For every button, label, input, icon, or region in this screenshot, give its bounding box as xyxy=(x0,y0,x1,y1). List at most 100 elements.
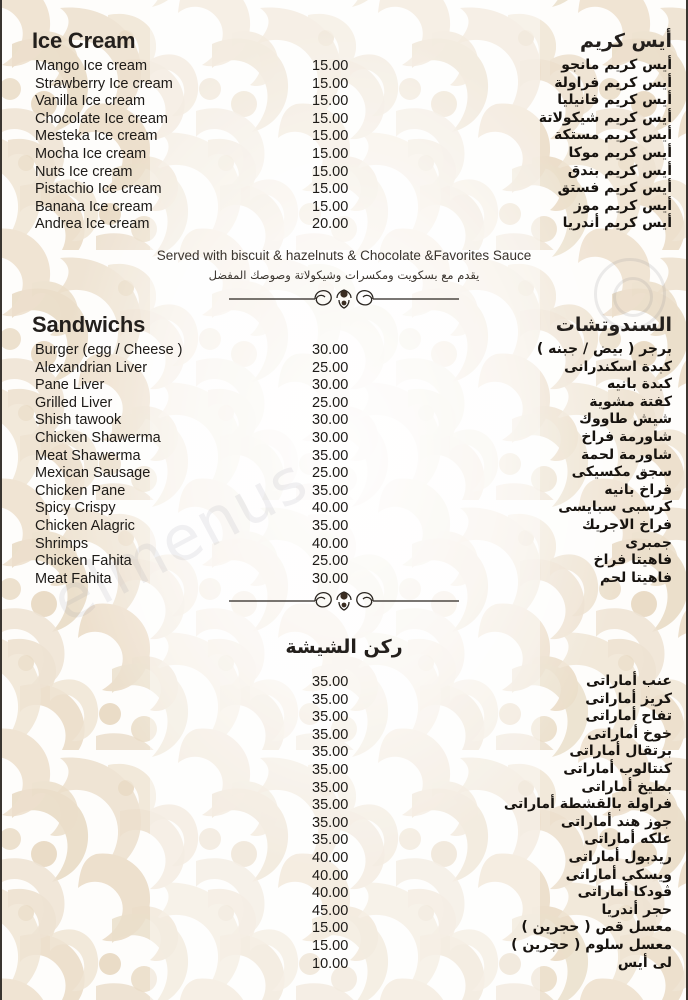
menu-item-row: Chicken Alagric 35.00 فراخ الاجريك xyxy=(2,516,686,536)
menu-item-row: 35.00 بطيخ أماراتى xyxy=(2,778,686,798)
menu-item-row: Mocha Ice cream 15.00 أيس كريم موكا xyxy=(2,145,686,164)
menu-item-price: 30.00 xyxy=(312,342,349,358)
menu-item-name-en: Grilled Liver xyxy=(35,394,113,411)
menu-item-name-ar: علكه أماراتى xyxy=(584,831,672,848)
menu-item-row: 35.00 فراولة بالقشطة أماراتى xyxy=(2,796,686,815)
menu-item-name-en: Mango Ice cream xyxy=(35,58,148,74)
menu-item-name-ar: كبدة بانيه xyxy=(606,376,672,393)
menu-item-name-ar: أيس كريم موز xyxy=(573,197,672,214)
menu-item-name-en: Burger (egg / Cheese ) xyxy=(35,342,183,358)
menu-item-name-ar: أيس كريم بندق xyxy=(567,162,672,179)
menu-item-name-en: Meat Shawerma xyxy=(35,447,141,464)
ornamental-divider-icon xyxy=(2,588,686,614)
menu-item-row: 35.00 كريز أماراتى xyxy=(2,691,686,710)
menu-item-row: Alexandrian Liver 25.00 كبدة اسكندرانى xyxy=(2,359,686,378)
menu-item-price: 40.00 xyxy=(312,535,349,552)
menu-item-price: 35.00 xyxy=(312,797,349,814)
menu-item-price: 15.00 xyxy=(312,145,349,162)
menu-item-name-ar: شيش طاووك xyxy=(579,411,672,428)
menu-item-name-en: Chocolate Ice cream xyxy=(35,110,168,127)
menu-item-row: Shish tawook 30.00 شيش طاووك xyxy=(2,411,686,430)
menu-item-name-ar: أيس كريم مانجو xyxy=(561,57,672,73)
menu-item-name-ar: أيس كريم فانيليا xyxy=(557,92,672,109)
menu-item-price: 40.00 xyxy=(312,867,349,884)
section-title-ar: ركن الشيشة xyxy=(285,636,403,658)
menu-item-name-en: Pistachio Ice cream xyxy=(35,181,162,198)
menu-item-name-en: Chicken Pane xyxy=(35,482,126,499)
menu-item-row: Mesteka Ice cream 15.00 أيس كريم مستكة xyxy=(2,127,686,146)
menu-item-price: 25.00 xyxy=(312,553,349,570)
menu-item-price: 15.00 xyxy=(312,181,349,198)
menu-item-name-ar: معسل قص ( حجرين ) xyxy=(521,919,672,936)
menu-item-price: 30.00 xyxy=(312,570,349,587)
menu-item-price: 25.00 xyxy=(312,465,349,482)
section-header-shisha: ركن الشيشة xyxy=(2,636,686,666)
menu-item-name-ar: برجر ( بيض / جبنه ) xyxy=(536,341,672,357)
section-title-en: Ice Cream xyxy=(32,28,136,53)
menu-item-price: 40.00 xyxy=(312,885,349,902)
menu-item-name-ar: فراخ الاجريك xyxy=(582,516,672,533)
item-list-sandwichs: Burger (egg / Cheese ) 30.00 برجر ( بيض / … xyxy=(2,341,686,588)
menu-item-name-ar: بطيخ أماراتى xyxy=(581,778,672,795)
menu-item-row: Chicken Fahita 25.00 فاهيتا فراخ xyxy=(2,552,686,571)
menu-item-row: 35.00 عنب أماراتى xyxy=(2,673,686,692)
menu-item-name-ar: فاهيتا لحم xyxy=(599,569,672,586)
section-ice-cream: Ice Cream أيس كريم Mango Ice cream 15.00 أ… xyxy=(2,28,686,234)
section-shisha: ركن الشيشة 35.00 عنب أماراتى 35.00 كريز أما… xyxy=(2,636,686,973)
menu-item-price: 15.00 xyxy=(312,93,349,110)
menu-item-name-ar: ويسكى أماراتى xyxy=(565,866,672,883)
menu-item-row: 15.00 معسل سلوم ( حجرين ) xyxy=(2,936,686,956)
ornamental-divider-icon xyxy=(2,286,686,312)
menu-item-name-ar: ڤودكا أماراتى xyxy=(577,884,672,901)
menu-item-row: 40.00 ريدبول أماراتى xyxy=(2,848,686,868)
menu-item-price: 40.00 xyxy=(312,849,349,866)
menu-item-name-ar: كفتة مشوية xyxy=(589,393,672,410)
menu-item-name-ar: ريدبول أماراتى xyxy=(568,848,672,865)
menu-item-row: 35.00 جوز هند أماراتى xyxy=(2,813,686,833)
item-list-ice-cream: Mango Ice cream 15.00 أيس كريم مانجو Strawb… xyxy=(2,57,686,234)
menu-item-row: 35.00 علكه أماراتى xyxy=(2,831,686,850)
menu-item-name-en: Strawberry Ice cream xyxy=(35,75,173,92)
menu-item-row: Pane Liver 30.00 كبدة بانيه xyxy=(2,376,686,395)
menu-item-price: 25.00 xyxy=(312,394,349,411)
menu-item-name-en: Alexandrian Liver xyxy=(35,359,148,376)
menu-item-name-ar: خوخ أماراتى xyxy=(587,725,672,742)
menu-item-price: 35.00 xyxy=(312,691,349,708)
section-title-en: Sandwichs xyxy=(32,312,146,337)
menu-item-name-en: Mocha Ice cream xyxy=(35,145,147,162)
menu-item-name-ar: كرسبى سبايسى xyxy=(558,499,672,516)
menu-item-row: 40.00 ڤودكا أماراتى xyxy=(2,884,686,903)
menu-item-price: 35.00 xyxy=(312,779,349,796)
menu-item-price: 30.00 xyxy=(312,429,349,446)
menu-item-price: 15.00 xyxy=(312,163,349,180)
section-sandwichs: Sandwichs السندوتشات Burger (egg / Chees… xyxy=(2,312,686,588)
menu-item-name-en: Chicken Alagric xyxy=(35,517,135,534)
menu-item-name-ar: أيس كريم فستق xyxy=(557,180,672,197)
menu-item-row: Chocolate Ice cream 15.00 أيس كريم شيكولات… xyxy=(2,110,686,129)
menu-item-row: Chicken Pane 35.00 فراخ بانيه xyxy=(2,482,686,501)
menu-item-row: Grilled Liver 25.00 كفتة مشوية xyxy=(2,393,686,413)
menu-item-name-ar: تفاح أماراتى xyxy=(585,708,672,725)
menu-item-name-ar: عنب أماراتى xyxy=(586,673,672,689)
menu-item-name-en: Vanilla Ice cream xyxy=(35,93,146,110)
menu-item-name-ar: برتقال أماراتى xyxy=(569,743,672,760)
menu-item-price: 35.00 xyxy=(312,814,349,831)
menu-item-name-ar: معسل سلوم ( حجرين ) xyxy=(511,936,672,953)
menu-item-price: 15.00 xyxy=(312,937,349,954)
menu-item-price: 15.00 xyxy=(312,920,349,937)
menu-item-name-en: Shish tawook xyxy=(35,412,122,429)
menu-item-name-en: Andrea Ice cream xyxy=(35,216,150,233)
ice-cream-note-en: Served with biscuit & hazelnuts & Chocol… xyxy=(156,248,532,263)
menu-item-price: 45.00 xyxy=(312,902,349,919)
menu-item-price: 20.00 xyxy=(312,216,349,233)
menu-item-price: 15.00 xyxy=(312,110,349,127)
menu-item-row: Mango Ice cream 15.00 أيس كريم مانجو xyxy=(2,57,686,76)
menu-item-name-en: Mexican Sausage xyxy=(35,465,151,482)
menu-item-price: 35.00 xyxy=(312,517,349,534)
menu-item-row: Shrimps 40.00 جمبرى xyxy=(2,535,686,554)
menu-item-name-ar: جوز هند أماراتى xyxy=(560,813,672,830)
item-list-shisha: 35.00 عنب أماراتى 35.00 كريز أماراتى 35.00 تف… xyxy=(2,673,686,973)
menu-item-price: 35.00 xyxy=(312,674,349,690)
menu-item-name-ar: حجر أندريا xyxy=(601,901,672,918)
